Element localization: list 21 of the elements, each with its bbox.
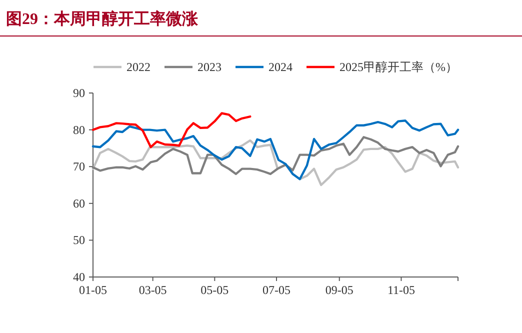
- chart-title: 图29：本周甲醇开工率微涨: [6, 9, 199, 28]
- y-tick-label: 40: [73, 270, 85, 284]
- x-tick-label: 09-05: [325, 283, 354, 297]
- legend-label: 2023: [198, 60, 222, 74]
- legend-label: 2025甲醇开工率（%）: [340, 60, 458, 74]
- legend-label: 2022: [126, 60, 150, 74]
- legend-label: 2024: [268, 60, 292, 74]
- x-tick-label: 03-05: [138, 283, 167, 297]
- line-series: [92, 112, 252, 148]
- y-tick-label: 50: [73, 233, 85, 248]
- line-series: [92, 139, 460, 186]
- y-tick-label: 90: [73, 86, 85, 100]
- y-tick-label: 70: [73, 160, 85, 174]
- line-series: [92, 136, 460, 176]
- y-tick-label: 60: [73, 196, 85, 210]
- x-tick-label: 11-05: [387, 283, 416, 297]
- x-tick-label: 07-05: [262, 283, 291, 297]
- line-series: [92, 120, 460, 180]
- x-tick-label: 01-05: [79, 283, 107, 297]
- x-tick-label: 05-05: [200, 283, 229, 297]
- y-tick-label: 80: [73, 122, 85, 137]
